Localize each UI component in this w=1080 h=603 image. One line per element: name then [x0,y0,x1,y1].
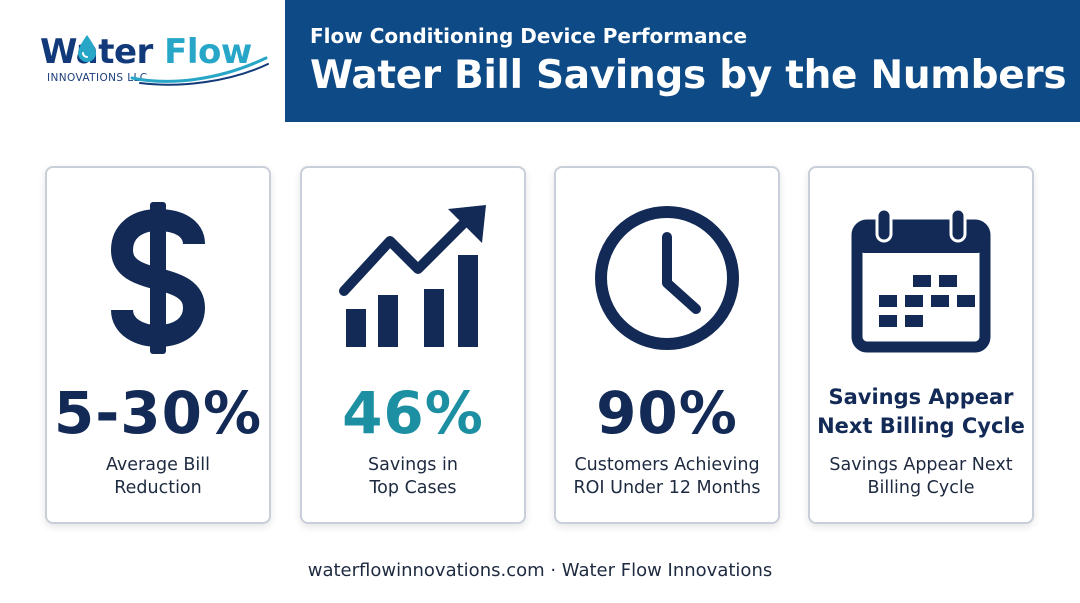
company-logo: Water Flow INNOVATIONS LLC [0,0,285,122]
stat-value: 5-30% [53,379,263,447]
stat-line: Savings Appear [828,385,1014,409]
stat-caption: Customers Achieving ROI Under 12 Months [562,454,772,500]
logo-word-flow: Flow [164,32,252,72]
stat-value: 90% [596,379,738,447]
caption-line: Savings Appear Next [829,455,1013,475]
clock-icon [595,206,739,350]
footer-text: waterflowinnovations.com · Water Flow In… [307,560,773,581]
logo-wordmark: Water Flow [40,32,252,72]
caption-line: Savings in [368,455,458,475]
caption-line: Customers Achieving [574,455,760,475]
header-title: Water Bill Savings by the Numbers [310,53,1067,98]
growth-chart-icon [339,205,486,347]
logo-wave-swoosh [130,56,269,86]
logo-word-water: Water [40,32,153,72]
stat-caption: Average Bill Reduction [53,454,263,500]
caption-line: Billing Cycle [867,478,975,498]
header-banner: Flow Conditioning Device Performance Wat… [285,0,1080,122]
stat-card-bill-reduction: 5-30% Average Bill Reduction [45,166,271,524]
stat-card-roi: 90% Customers Achieving ROI Under 12 Mon… [554,166,780,524]
stat-value: Savings Appear Next Billing Cycle [810,381,1032,443]
stat-card-top-savings: 46% Savings in Top Cases [300,166,526,524]
stat-caption: Savings in Top Cases [308,454,518,500]
caption-line: Reduction [114,478,202,498]
logo-tagline: INNOVATIONS LLC [47,72,148,84]
calendar-icon [851,207,991,353]
dollar-sign-icon [110,202,206,354]
caption-line: Average Bill [105,455,211,475]
caption-line: Top Cases [369,478,457,498]
stat-value: 46% [342,379,484,447]
header-subtitle: Flow Conditioning Device Performance [310,24,748,48]
stat-line: Next Billing Cycle [817,414,1025,438]
water-drop-icon [78,35,96,62]
caption-line: ROI Under 12 Months [573,478,761,498]
stat-card-billing-cycle: Savings Appear Next Billing Cycle Saving… [808,166,1034,524]
stat-caption: Savings Appear Next Billing Cycle [816,454,1026,500]
